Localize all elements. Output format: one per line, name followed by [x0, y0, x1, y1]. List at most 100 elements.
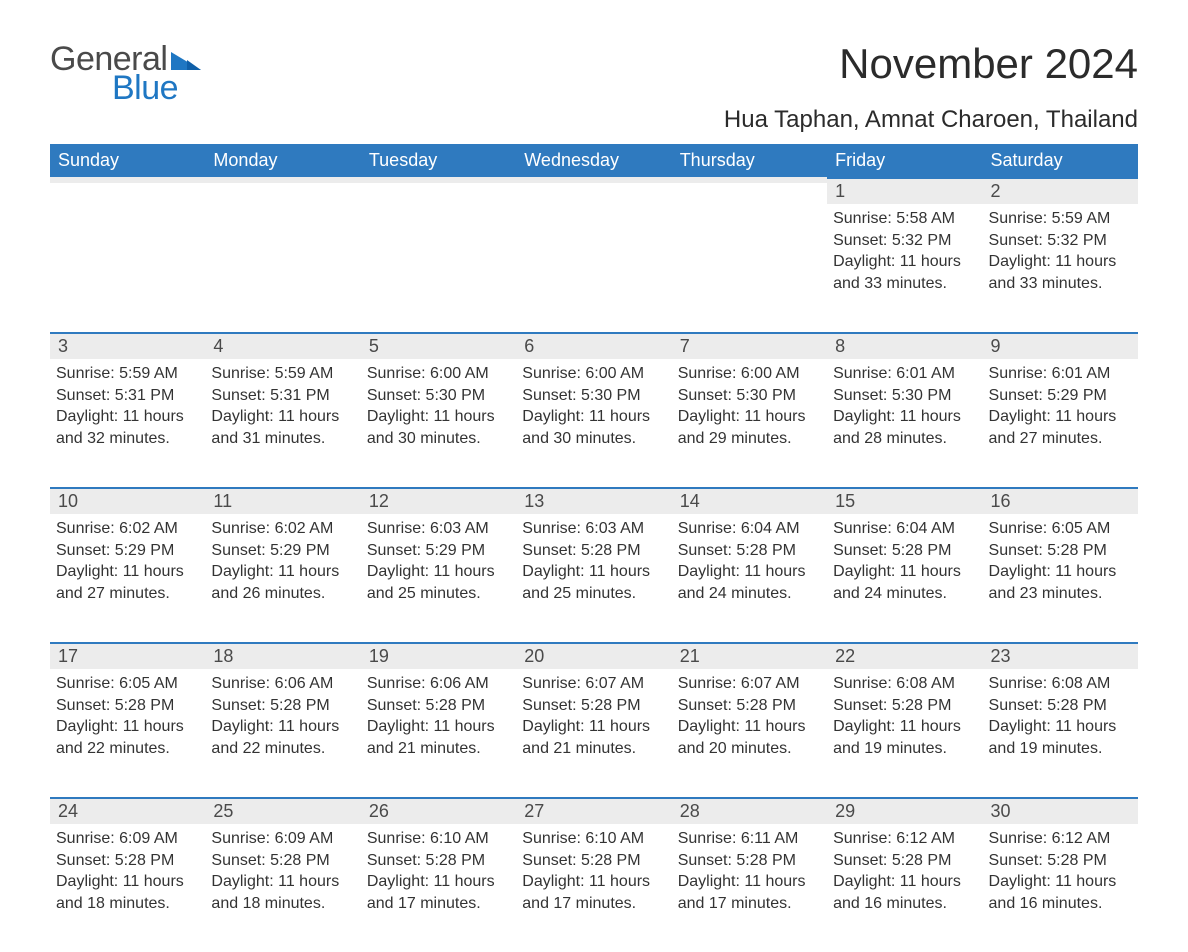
daylight-text: Daylight: 11 hours and 22 minutes.: [211, 716, 352, 759]
weekday-header: Saturday: [983, 144, 1138, 177]
empty-cell: [672, 204, 827, 222]
day-number: 24: [50, 797, 205, 824]
empty-day: [361, 177, 516, 183]
day-cell: Sunrise: 6:02 AMSunset: 5:29 PMDaylight:…: [205, 514, 360, 618]
day-number: 13: [516, 487, 671, 514]
daylight-text: Daylight: 11 hours and 17 minutes.: [522, 871, 663, 914]
day-cell: Sunrise: 6:08 AMSunset: 5:28 PMDaylight:…: [827, 669, 982, 773]
sunrise-text: Sunrise: 6:06 AM: [211, 673, 352, 695]
day-number: 11: [205, 487, 360, 514]
day-number: 27: [516, 797, 671, 824]
weekday-header: Tuesday: [361, 144, 516, 177]
daylight-text: Daylight: 11 hours and 25 minutes.: [522, 561, 663, 604]
daylight-text: Daylight: 11 hours and 20 minutes.: [678, 716, 819, 759]
sunrise-text: Sunrise: 6:00 AM: [678, 363, 819, 385]
sunset-text: Sunset: 5:28 PM: [522, 695, 663, 717]
calendar-body: 12Sunrise: 5:58 AMSunset: 5:32 PMDayligh…: [50, 177, 1138, 952]
empty-cell: [50, 204, 205, 222]
daylight-text: Daylight: 11 hours and 17 minutes.: [678, 871, 819, 914]
sunset-text: Sunset: 5:28 PM: [56, 695, 197, 717]
daylight-text: Daylight: 11 hours and 16 minutes.: [989, 871, 1130, 914]
day-cell: Sunrise: 6:10 AMSunset: 5:28 PMDaylight:…: [516, 824, 671, 928]
day-cell: Sunrise: 6:09 AMSunset: 5:28 PMDaylight:…: [205, 824, 360, 928]
daylight-text: Daylight: 11 hours and 26 minutes.: [211, 561, 352, 604]
daylight-text: Daylight: 11 hours and 18 minutes.: [211, 871, 352, 914]
sunrise-text: Sunrise: 6:06 AM: [367, 673, 508, 695]
day-cell: Sunrise: 6:01 AMSunset: 5:29 PMDaylight:…: [983, 359, 1138, 463]
sunset-text: Sunset: 5:29 PM: [989, 385, 1130, 407]
day-number: 30: [983, 797, 1138, 824]
sunset-text: Sunset: 5:28 PM: [989, 540, 1130, 562]
sunrise-text: Sunrise: 6:01 AM: [989, 363, 1130, 385]
daylight-text: Daylight: 11 hours and 21 minutes.: [367, 716, 508, 759]
daylight-text: Daylight: 11 hours and 18 minutes.: [56, 871, 197, 914]
day-number: 25: [205, 797, 360, 824]
sunset-text: Sunset: 5:28 PM: [522, 540, 663, 562]
week-data-row: Sunrise: 6:02 AMSunset: 5:29 PMDaylight:…: [50, 514, 1138, 642]
sunrise-text: Sunrise: 5:59 AM: [56, 363, 197, 385]
day-cell: Sunrise: 5:59 AMSunset: 5:32 PMDaylight:…: [983, 204, 1138, 308]
sunrise-text: Sunrise: 5:59 AM: [211, 363, 352, 385]
calendar-table: Sunday Monday Tuesday Wednesday Thursday…: [50, 144, 1138, 952]
day-cell: Sunrise: 6:12 AMSunset: 5:28 PMDaylight:…: [827, 824, 982, 928]
daylight-text: Daylight: 11 hours and 16 minutes.: [833, 871, 974, 914]
sunset-text: Sunset: 5:32 PM: [833, 230, 974, 252]
daylight-text: Daylight: 11 hours and 30 minutes.: [522, 406, 663, 449]
sunrise-text: Sunrise: 6:12 AM: [989, 828, 1130, 850]
empty-cell: [205, 204, 360, 222]
sunrise-text: Sunrise: 6:05 AM: [56, 673, 197, 695]
day-number: 12: [361, 487, 516, 514]
day-cell: Sunrise: 6:03 AMSunset: 5:28 PMDaylight:…: [516, 514, 671, 618]
empty-day: [50, 177, 205, 183]
day-number: 16: [983, 487, 1138, 514]
sunset-text: Sunset: 5:30 PM: [522, 385, 663, 407]
location-text: Hua Taphan, Amnat Charoen, Thailand: [724, 106, 1138, 134]
sunrise-text: Sunrise: 6:05 AM: [989, 518, 1130, 540]
daylight-text: Daylight: 11 hours and 31 minutes.: [211, 406, 352, 449]
weekday-header-row: Sunday Monday Tuesday Wednesday Thursday…: [50, 144, 1138, 177]
day-number: 21: [672, 642, 827, 669]
day-number: 3: [50, 332, 205, 359]
sunrise-text: Sunrise: 6:02 AM: [56, 518, 197, 540]
day-cell: Sunrise: 6:08 AMSunset: 5:28 PMDaylight:…: [983, 669, 1138, 773]
day-cell: Sunrise: 6:03 AMSunset: 5:29 PMDaylight:…: [361, 514, 516, 618]
daylight-text: Daylight: 11 hours and 30 minutes.: [367, 406, 508, 449]
sunrise-text: Sunrise: 6:03 AM: [522, 518, 663, 540]
day-number: 2: [983, 177, 1138, 204]
sunset-text: Sunset: 5:28 PM: [522, 850, 663, 872]
week-data-row: Sunrise: 5:59 AMSunset: 5:31 PMDaylight:…: [50, 359, 1138, 487]
weekday-header: Monday: [205, 144, 360, 177]
sunset-text: Sunset: 5:28 PM: [367, 850, 508, 872]
sunrise-text: Sunrise: 6:03 AM: [367, 518, 508, 540]
sunrise-text: Sunrise: 6:09 AM: [56, 828, 197, 850]
day-cell: Sunrise: 6:00 AMSunset: 5:30 PMDaylight:…: [361, 359, 516, 463]
daylight-text: Daylight: 11 hours and 21 minutes.: [522, 716, 663, 759]
day-cell: Sunrise: 6:00 AMSunset: 5:30 PMDaylight:…: [672, 359, 827, 463]
sunset-text: Sunset: 5:32 PM: [989, 230, 1130, 252]
day-number: 17: [50, 642, 205, 669]
day-cell: Sunrise: 6:02 AMSunset: 5:29 PMDaylight:…: [50, 514, 205, 618]
sunrise-text: Sunrise: 6:01 AM: [833, 363, 974, 385]
sunrise-text: Sunrise: 5:58 AM: [833, 208, 974, 230]
sunset-text: Sunset: 5:28 PM: [678, 540, 819, 562]
daylight-text: Daylight: 11 hours and 33 minutes.: [833, 251, 974, 294]
daylight-text: Daylight: 11 hours and 29 minutes.: [678, 406, 819, 449]
day-number: 29: [827, 797, 982, 824]
sunset-text: Sunset: 5:28 PM: [56, 850, 197, 872]
weekday-header: Thursday: [672, 144, 827, 177]
daylight-text: Daylight: 11 hours and 24 minutes.: [678, 561, 819, 604]
day-cell: Sunrise: 6:00 AMSunset: 5:30 PMDaylight:…: [516, 359, 671, 463]
day-number: 15: [827, 487, 982, 514]
sunrise-text: Sunrise: 6:10 AM: [367, 828, 508, 850]
day-cell: Sunrise: 6:09 AMSunset: 5:28 PMDaylight:…: [50, 824, 205, 928]
daylight-text: Daylight: 11 hours and 22 minutes.: [56, 716, 197, 759]
empty-cell: [516, 204, 671, 222]
day-number: 26: [361, 797, 516, 824]
week-daynum-row: 24252627282930: [50, 797, 1138, 824]
sunset-text: Sunset: 5:28 PM: [211, 695, 352, 717]
day-cell: Sunrise: 5:58 AMSunset: 5:32 PMDaylight:…: [827, 204, 982, 308]
sunset-text: Sunset: 5:31 PM: [56, 385, 197, 407]
sunrise-text: Sunrise: 6:09 AM: [211, 828, 352, 850]
week-data-row: Sunrise: 5:58 AMSunset: 5:32 PMDaylight:…: [50, 204, 1138, 332]
daylight-text: Daylight: 11 hours and 19 minutes.: [833, 716, 974, 759]
